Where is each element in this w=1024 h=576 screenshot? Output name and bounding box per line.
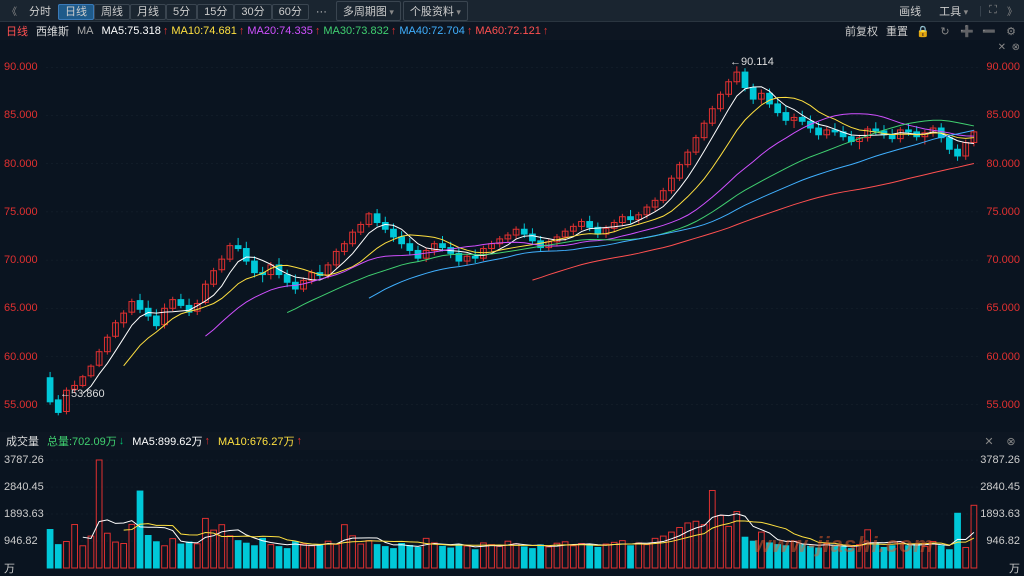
vol-tick-right: 3787.26 [980, 454, 1020, 466]
timeframe-···[interactable]: ··· [309, 4, 334, 20]
y-tick-left: 90.000 [4, 61, 38, 73]
ma-value: MA10:74.681↑ [171, 25, 244, 37]
vol-unit-right: 万 [1009, 560, 1020, 576]
vol-close-icon[interactable]: ⊗ [1004, 434, 1018, 448]
y-tick-left: 55.000 [4, 399, 38, 411]
y-tick-right: 60.000 [986, 351, 1020, 363]
y-tick-left: 65.000 [4, 302, 38, 314]
refresh-icon[interactable]: ↻ [938, 24, 952, 38]
price-chart[interactable]: ✕ ⊗ 55.000 55.000 60.000 60.000 65.000 65.000… [0, 40, 1024, 432]
stock-info-dropdown[interactable]: 个股资料 [403, 1, 468, 21]
settings-icon[interactable]: ⚙ [1004, 24, 1018, 38]
y-tick-right: 70.000 [986, 254, 1020, 266]
ma-value: MA30:73.832↑ [323, 25, 396, 37]
nav-prev-icon[interactable]: 《 [4, 3, 20, 18]
y-tick-left: 70.000 [4, 254, 38, 266]
volume-ma10: MA10:676.27万↑ [218, 433, 302, 449]
zoom-in-icon[interactable]: ➕ [960, 24, 974, 38]
volume-ma5: MA5:899.62万↑ [132, 433, 210, 449]
volume-header: 成交量 总量:702.09万↓ MA5:899.62万↑ MA10:676.27… [0, 432, 1024, 450]
timeframe-60分[interactable]: 60分 [272, 4, 309, 20]
timeframe-5分[interactable]: 5分 [166, 4, 197, 20]
adjust-type-label[interactable]: 前复权 [845, 23, 878, 39]
ma-value: MA20:74.335↑ [247, 25, 320, 37]
vol-tick-left: 3787.26 [4, 454, 44, 466]
watermark: www-jiashi.com [754, 532, 934, 558]
timeframe-15分[interactable]: 15分 [197, 4, 234, 20]
fullscreen-icon[interactable]: ⛶ [986, 4, 1000, 18]
top-toolbar: 《 分时日线周线月线5分15分30分60分··· 多周期图 个股资料 画线 工具… [0, 0, 1024, 22]
reset-button[interactable]: 重置 [886, 23, 908, 39]
y-tick-left: 75.000 [4, 206, 38, 218]
y-tick-right: 80.000 [986, 158, 1020, 170]
multi-period-dropdown[interactable]: 多周期图 [336, 1, 401, 21]
vol-unit-left: 万 [4, 560, 15, 576]
chart-settings-icon[interactable]: ✕ [998, 42, 1006, 53]
ma-value: MA60:72.121↑ [475, 25, 548, 37]
vol-tick-right: 946.82 [986, 535, 1020, 547]
ma-value: MA5:75.318↑ [102, 25, 169, 37]
vol-tick-left: 2840.45 [4, 481, 44, 493]
ma-label: MA [77, 25, 94, 37]
nav-next-icon[interactable]: 》 [1004, 3, 1020, 18]
lock-icon[interactable]: 🔒 [916, 24, 930, 38]
volume-label: 成交量 [6, 433, 39, 449]
y-tick-left: 60.000 [4, 351, 38, 363]
volume-total: 总量:702.09万↓ [47, 433, 124, 449]
stock-name-label: 西维斯 [36, 23, 69, 39]
timeframe-30分[interactable]: 30分 [234, 4, 271, 20]
y-tick-right: 75.000 [986, 206, 1020, 218]
ma-indicator-bar: 日线 西维斯 MA MA5:75.318↑ MA10:74.681↑ MA20:… [0, 22, 1024, 40]
vol-tick-left: 946.82 [4, 535, 38, 547]
y-tick-left: 80.000 [4, 158, 38, 170]
zoom-out-icon[interactable]: ➖ [982, 24, 996, 38]
vol-tick-right: 1893.63 [980, 508, 1020, 520]
y-tick-right: 65.000 [986, 302, 1020, 314]
y-tick-right: 90.000 [986, 61, 1020, 73]
timeframe-周线[interactable]: 周线 [94, 4, 130, 20]
y-tick-right: 55.000 [986, 399, 1020, 411]
chart-close-icon[interactable]: ⊗ [1012, 42, 1020, 53]
chart-type-label: 日线 [6, 23, 28, 39]
vol-tick-left: 1893.63 [4, 508, 44, 520]
ma-value: MA40:72.704↑ [399, 25, 472, 37]
timeframe-分时[interactable]: 分时 [22, 4, 58, 20]
timeframe-日线[interactable]: 日线 [58, 4, 94, 20]
price-annotation: ←53.860 [60, 388, 105, 400]
vol-tick-right: 2840.45 [980, 481, 1020, 493]
tools-dropdown[interactable]: 工具 ▾ [932, 1, 975, 21]
timeframe-月线[interactable]: 月线 [130, 4, 166, 20]
vol-settings-icon[interactable]: ✕ [982, 434, 996, 448]
y-tick-left: 85.000 [4, 109, 38, 121]
y-tick-right: 85.000 [986, 109, 1020, 121]
price-annotation: ←90.114 [730, 56, 774, 68]
draw-tools-button[interactable]: 画线 [892, 1, 928, 21]
